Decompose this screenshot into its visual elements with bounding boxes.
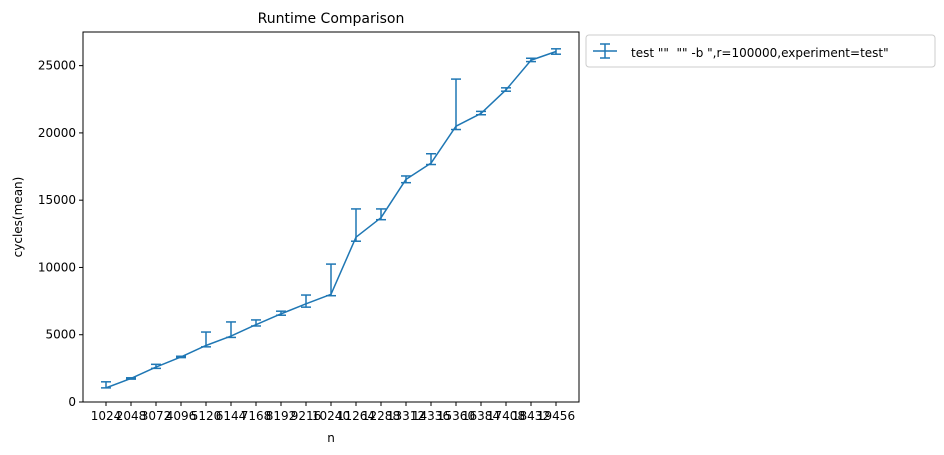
legend-series-label: test "" "" -b ",r=100000,experiment=test…: [631, 46, 889, 60]
x-tick-label: 6144: [216, 409, 247, 423]
x-tick-label: 5120: [191, 409, 222, 423]
x-tick-label: 11264: [337, 409, 375, 423]
x-tick-label: 12288: [362, 409, 400, 423]
chart-title: Runtime Comparison: [258, 11, 405, 27]
x-axis: 1024204830724096512061447168819292161024…: [91, 402, 575, 423]
x-tick-label: 1024: [91, 409, 122, 423]
x-tick-label: 9216: [291, 409, 322, 423]
y-tick-label: 10000: [38, 260, 76, 274]
x-tick-label: 7168: [241, 409, 272, 423]
x-tick-label: 4096: [166, 409, 197, 423]
x-tick-label: 2048: [116, 409, 147, 423]
y-tick-label: 25000: [38, 59, 76, 73]
y-tick-label: 0: [68, 395, 76, 409]
x-tick-label: 3072: [141, 409, 172, 423]
y-axis: 0 5000 10000 15000 20000 25000: [38, 59, 83, 409]
x-tick-label: 19456: [537, 409, 575, 423]
y-tick-label: 5000: [45, 328, 76, 342]
legend-series-marker: [593, 43, 617, 59]
x-tick-label: 14336: [412, 409, 450, 423]
series-line: [105, 50, 557, 389]
x-tick-label: 15360: [437, 409, 475, 423]
y-tick-label: 20000: [38, 126, 76, 140]
series-layer: [101, 48, 561, 389]
x-tick-label: 17408: [487, 409, 525, 423]
x-tick-label: 13312: [387, 409, 425, 423]
x-tick-label: 8192: [266, 409, 297, 423]
legend-frame: [585, 34, 936, 68]
x-tick-label: 16384: [462, 409, 500, 423]
y-tick-label: 15000: [38, 193, 76, 207]
x-tick-label: 10240: [312, 409, 350, 423]
legend: test "" "" -b ",r=100000,experiment=test…: [585, 34, 936, 68]
plot-area: [82, 31, 580, 403]
x-tick-label: 18432: [512, 409, 550, 423]
y-axis-label: cycles(mean): [11, 177, 25, 258]
x-axis-label: n: [327, 431, 335, 445]
